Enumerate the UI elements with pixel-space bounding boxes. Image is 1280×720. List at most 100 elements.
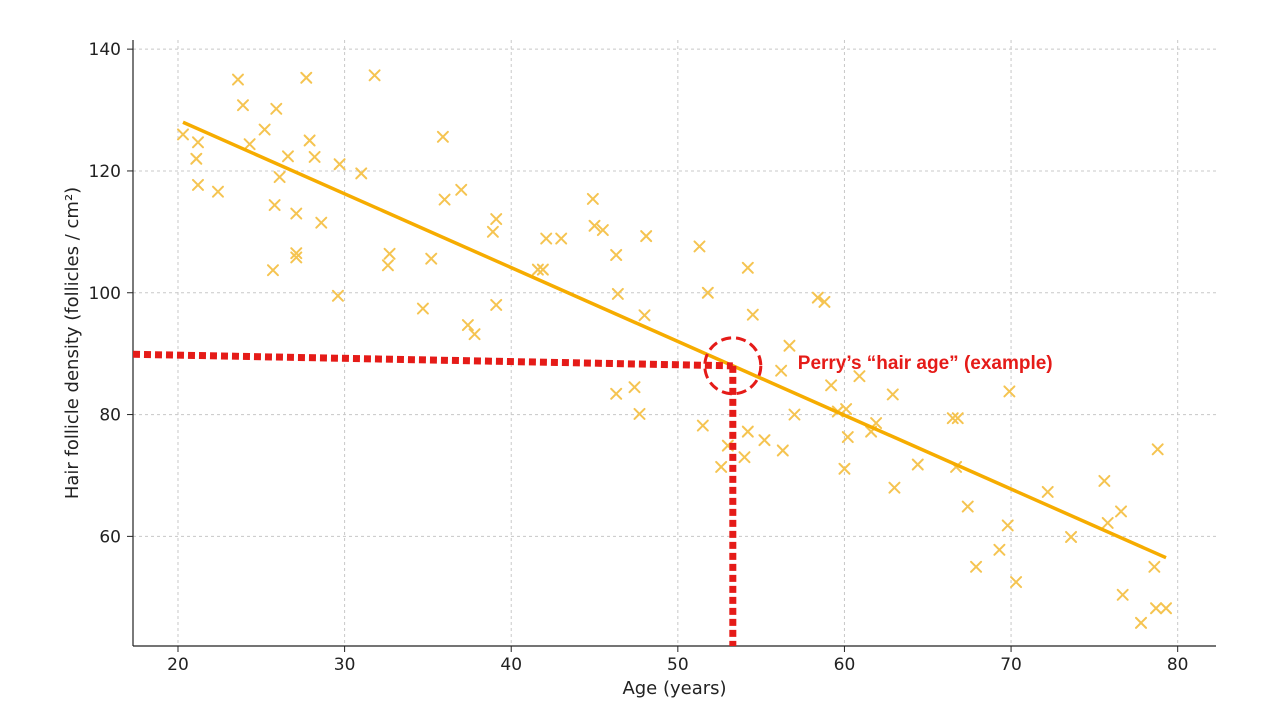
data-point-marker: [841, 431, 854, 444]
data-point-marker: [243, 138, 256, 151]
data-point-marker: [588, 219, 601, 232]
y-axis-label: Hair follicle density (follicles / cm²): [62, 187, 83, 499]
data-point-marker: [1041, 485, 1054, 498]
data-point-marker: [355, 167, 368, 180]
annotation-group: Perry’s “hair age” (example): [132, 336, 1053, 646]
data-point-marker: [738, 451, 751, 464]
data-point-marker: [696, 419, 709, 432]
data-point-marker: [308, 150, 321, 163]
data-point-marker: [300, 71, 313, 84]
data-point-marker: [741, 425, 754, 438]
data-point-marker: [596, 224, 609, 237]
data-point-marker: [693, 240, 706, 253]
x-tick-label: 20: [167, 655, 189, 675]
data-point-marker: [190, 152, 203, 165]
data-point-marker: [888, 481, 901, 494]
trend-line: [182, 120, 1167, 560]
data-point-marker: [455, 183, 468, 196]
data-point-marker: [741, 261, 754, 274]
data-point-marker: [290, 207, 303, 220]
data-point-marker: [490, 298, 503, 311]
data-point-marker: [811, 291, 824, 304]
data-point-marker: [290, 247, 303, 260]
data-point-marker: [231, 73, 244, 86]
data-point-marker: [758, 434, 771, 447]
data-point-marker: [788, 408, 801, 421]
data-point-marker: [1150, 602, 1163, 615]
data-point-marker: [290, 251, 303, 264]
data-point-marker: [281, 150, 294, 163]
annotation-horizontal-dotted-line: [132, 350, 733, 370]
data-point-marker: [191, 136, 204, 149]
data-point-marker: [211, 185, 224, 198]
data-point-marker: [555, 232, 568, 245]
data-point-marker: [468, 328, 481, 341]
data-point-marker: [315, 216, 328, 229]
data-point-marker: [853, 370, 866, 383]
data-point-marker: [531, 263, 544, 276]
x-tick-label: 70: [1000, 655, 1022, 675]
data-point-marker: [368, 69, 381, 82]
data-point-marker: [970, 560, 983, 573]
data-point-marker: [1098, 474, 1111, 487]
grid-lines: [133, 40, 1216, 646]
data-point-marker: [640, 230, 653, 243]
data-point-marker: [911, 458, 924, 471]
data-point-marker: [818, 295, 831, 308]
tick-labels: 20 30 40 50 60 70 80 60 80 100 120 140: [89, 40, 1189, 675]
data-point-marker: [303, 134, 316, 147]
data-point-marker: [270, 102, 283, 115]
data-point-marker: [438, 193, 451, 206]
data-point-marker: [331, 289, 344, 302]
data-point-marker: [993, 543, 1006, 556]
data-point-marker: [1101, 516, 1114, 529]
x-axis-label: Age (years): [622, 678, 726, 699]
data-point-marker: [825, 379, 838, 392]
y-tick-label: 60: [99, 527, 121, 547]
data-point-marker: [610, 248, 623, 261]
data-point-marker: [638, 309, 651, 322]
data-point-marker: [1116, 588, 1129, 601]
y-tick-label: 80: [99, 406, 121, 426]
data-point-marker: [486, 225, 499, 238]
data-point-marker: [236, 99, 249, 112]
data-point-marker: [381, 259, 394, 272]
data-point-marker: [1115, 505, 1128, 518]
data-point-marker: [946, 412, 959, 425]
data-point-marker: [783, 339, 796, 352]
x-tick-label: 80: [1167, 655, 1189, 675]
data-point-marker: [333, 158, 346, 171]
data-point-marker: [258, 123, 271, 136]
data-points: [176, 69, 1173, 629]
data-point-marker: [416, 302, 429, 315]
data-point-marker: [1135, 616, 1148, 629]
x-tick-label: 30: [334, 655, 356, 675]
data-point-marker: [383, 247, 396, 260]
data-point-marker: [1001, 519, 1014, 532]
data-point-marker: [436, 130, 449, 143]
data-point-marker: [536, 263, 549, 276]
y-tick-label: 100: [89, 284, 121, 304]
data-point-marker: [461, 319, 474, 332]
y-tick-label: 140: [89, 40, 121, 60]
trend-line-group: [182, 120, 1167, 560]
x-tick-label: 60: [834, 655, 856, 675]
x-tick-label: 50: [667, 655, 689, 675]
data-point-marker: [951, 412, 964, 425]
data-point-marker: [1151, 443, 1164, 456]
data-point-marker: [776, 444, 789, 457]
data-point-marker: [628, 381, 641, 394]
data-point-marker: [840, 403, 853, 416]
data-point-marker: [715, 460, 728, 473]
data-point-marker: [886, 388, 899, 401]
data-point-marker: [490, 213, 503, 226]
data-point-marker: [1065, 530, 1078, 543]
data-point-marker: [1160, 602, 1173, 615]
annotation-label: Perry’s “hair age” (example): [798, 353, 1053, 374]
data-point-marker: [425, 252, 438, 265]
data-point-marker: [268, 199, 281, 212]
axes: [127, 40, 1216, 652]
data-point-marker: [1148, 560, 1161, 573]
data-point-marker: [633, 407, 646, 420]
